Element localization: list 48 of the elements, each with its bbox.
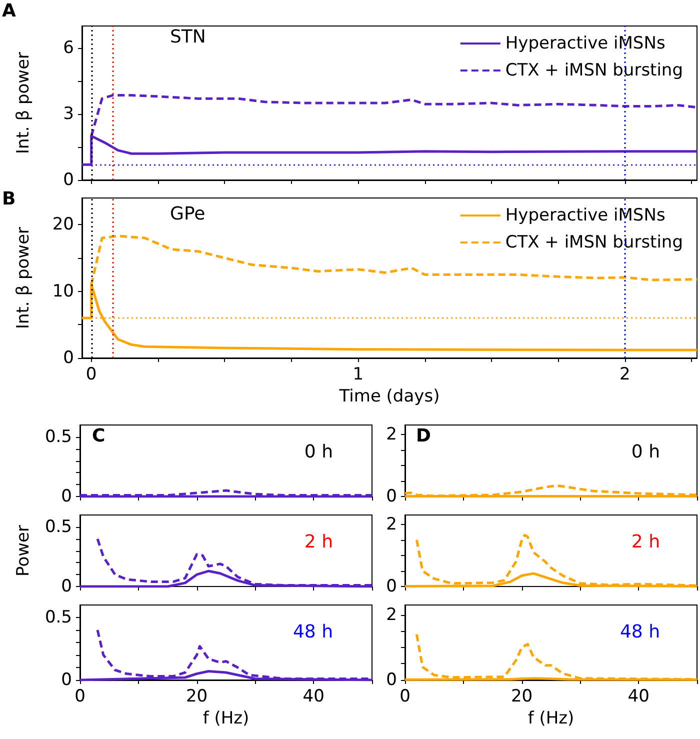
x-tick-label: 0 bbox=[86, 364, 97, 384]
annotation: 48 h bbox=[620, 622, 660, 642]
annotation: C bbox=[92, 426, 106, 446]
y-tick-label: 0 bbox=[61, 576, 72, 596]
y-tick-label: 3 bbox=[63, 104, 74, 124]
y-axis-title: Int. β power bbox=[14, 226, 34, 330]
y-tick-label: 0 bbox=[386, 576, 397, 596]
annotation: GPe bbox=[170, 204, 206, 224]
x-tick-label: 40 bbox=[628, 686, 650, 706]
annotation: STN bbox=[170, 26, 206, 48]
annotation: 0 h bbox=[304, 442, 334, 462]
y-tick-label: 0 bbox=[61, 670, 72, 690]
x-tick-label: 40 bbox=[302, 686, 324, 706]
y-tick-label: 20 bbox=[52, 214, 74, 235]
text: A bbox=[2, 0, 16, 22]
y-tick-label: 0 bbox=[63, 170, 74, 190]
y-tick-label: 0 bbox=[386, 670, 397, 690]
x-tick-label: 0 bbox=[400, 686, 410, 706]
x-axis-title: Time (days) bbox=[338, 386, 440, 406]
y-axis-title: Int. β power bbox=[14, 52, 34, 154]
y-axis-title: Power bbox=[14, 525, 34, 576]
y-tick-label: 0.5 bbox=[44, 516, 72, 537]
annotation: D bbox=[416, 426, 431, 446]
y-tick-label: 2 bbox=[386, 514, 397, 534]
text: B bbox=[2, 188, 16, 210]
x-tick-label: 20 bbox=[186, 686, 208, 706]
y-tick-label: 10 bbox=[52, 281, 74, 302]
y-tick-label: 2 bbox=[386, 604, 397, 625]
legend-label: CTX + iMSN bursting bbox=[505, 60, 684, 80]
annotation: 2 h bbox=[304, 532, 334, 552]
annotation: 2 h bbox=[631, 532, 660, 552]
legend-label: CTX + iMSN bursting bbox=[505, 232, 684, 252]
annotation: 0 h bbox=[631, 442, 660, 462]
x-tick-label: 20 bbox=[510, 686, 533, 706]
x-tick-label: 1 bbox=[352, 364, 364, 384]
y-tick-label: 6 bbox=[63, 38, 74, 58]
annotation: 48 h bbox=[292, 622, 334, 642]
y-tick-label: 0 bbox=[61, 486, 72, 506]
y-tick-label: 2 bbox=[386, 424, 397, 444]
legend-label: Hyperactive iMSNs bbox=[505, 34, 666, 54]
x-axis-title: f (Hz) bbox=[202, 708, 250, 728]
x-tick-label: 2 bbox=[620, 364, 630, 384]
y-tick-label: 0.5 bbox=[44, 608, 72, 628]
y-tick-label: 0 bbox=[63, 348, 74, 368]
legend-label: Hyperactive iMSNs bbox=[505, 206, 666, 226]
y-tick-label: 0 bbox=[386, 486, 397, 506]
x-axis-title: f (Hz) bbox=[528, 708, 574, 728]
y-tick-label: 0.5 bbox=[44, 426, 72, 447]
